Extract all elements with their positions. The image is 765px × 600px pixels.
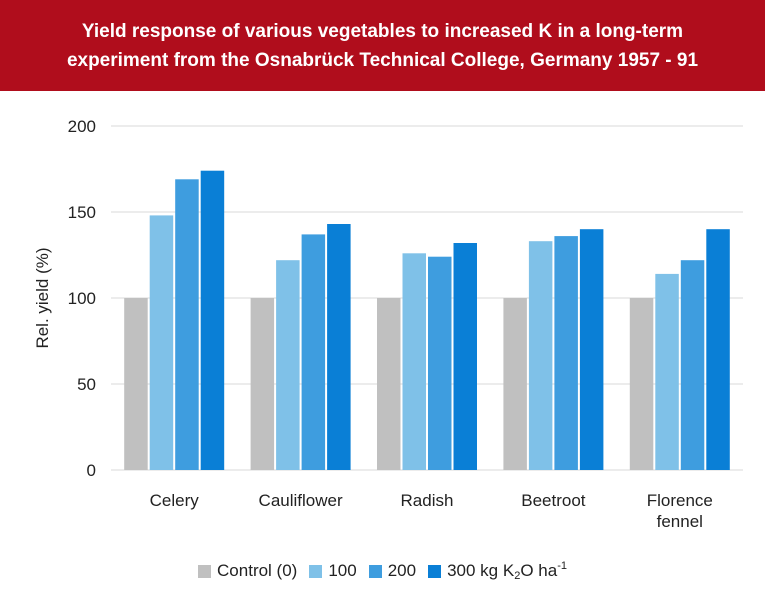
legend-item-100: 100 bbox=[309, 561, 357, 581]
bar bbox=[428, 256, 452, 470]
bar bbox=[503, 298, 527, 470]
x-category-label: Beetroot bbox=[521, 491, 586, 510]
bar bbox=[200, 170, 225, 470]
bar bbox=[149, 215, 174, 470]
x-category-label: Radish bbox=[401, 491, 454, 510]
legend-swatch bbox=[368, 564, 382, 578]
bar bbox=[327, 224, 351, 470]
legend-item-control: Control (0) bbox=[198, 561, 297, 581]
bar bbox=[680, 260, 705, 470]
bar bbox=[528, 241, 553, 470]
x-category-label: fennel bbox=[657, 512, 703, 531]
x-category-label: Florence bbox=[647, 491, 713, 510]
bars bbox=[124, 170, 730, 471]
bar bbox=[124, 298, 148, 470]
legend-label: 200 bbox=[387, 561, 417, 580]
legend-label: 100 bbox=[328, 561, 357, 580]
x-category-label: Celery bbox=[150, 491, 200, 510]
legend-item-200: 200 bbox=[368, 561, 417, 581]
bar bbox=[377, 298, 401, 470]
bar bbox=[175, 179, 199, 471]
bar bbox=[276, 260, 300, 470]
legend-swatch bbox=[198, 564, 212, 578]
bar bbox=[629, 298, 654, 470]
y-axis-ticks: 0 50 100 150 200 bbox=[68, 117, 96, 480]
bar bbox=[554, 236, 578, 470]
legend-label: 300 kg K2O ha-1 bbox=[447, 560, 567, 582]
bar bbox=[453, 243, 477, 470]
y-tick-label: 100 bbox=[68, 289, 96, 308]
legend-swatch bbox=[309, 564, 323, 578]
bar bbox=[402, 253, 426, 470]
chart-title-line-2: experiment from the Osnabrück Technical … bbox=[66, 49, 699, 71]
legend-item-300: 300 kg K2O ha-1 bbox=[428, 560, 567, 582]
x-axis-categories: Celery Cauliflower Radish Beetroot Florence f… bbox=[150, 491, 713, 531]
y-tick-label: 200 bbox=[68, 117, 96, 136]
legend: Control (0) 100 200 300 kg K2O ha-1 bbox=[0, 560, 765, 582]
legend-swatch bbox=[428, 564, 442, 578]
y-axis-label: Rel. yield (%) bbox=[33, 247, 52, 348]
bar bbox=[250, 298, 275, 470]
bar-chart: 0 50 100 150 200 Celery Cauliflower Radish Beet… bbox=[33, 117, 743, 531]
bar bbox=[579, 229, 604, 470]
y-tick-label: 0 bbox=[87, 461, 96, 480]
y-tick-label: 150 bbox=[68, 203, 96, 222]
y-tick-label: 50 bbox=[77, 375, 96, 394]
x-category-label: Cauliflower bbox=[259, 491, 343, 510]
title-banner: Yield response of various vegetables to … bbox=[0, 0, 765, 91]
chart-title-line-1: Yield response of various vegetables to … bbox=[81, 20, 684, 42]
bar bbox=[655, 273, 679, 470]
legend-label: Control (0) bbox=[217, 561, 298, 580]
bar bbox=[706, 229, 730, 470]
bar bbox=[301, 234, 326, 470]
